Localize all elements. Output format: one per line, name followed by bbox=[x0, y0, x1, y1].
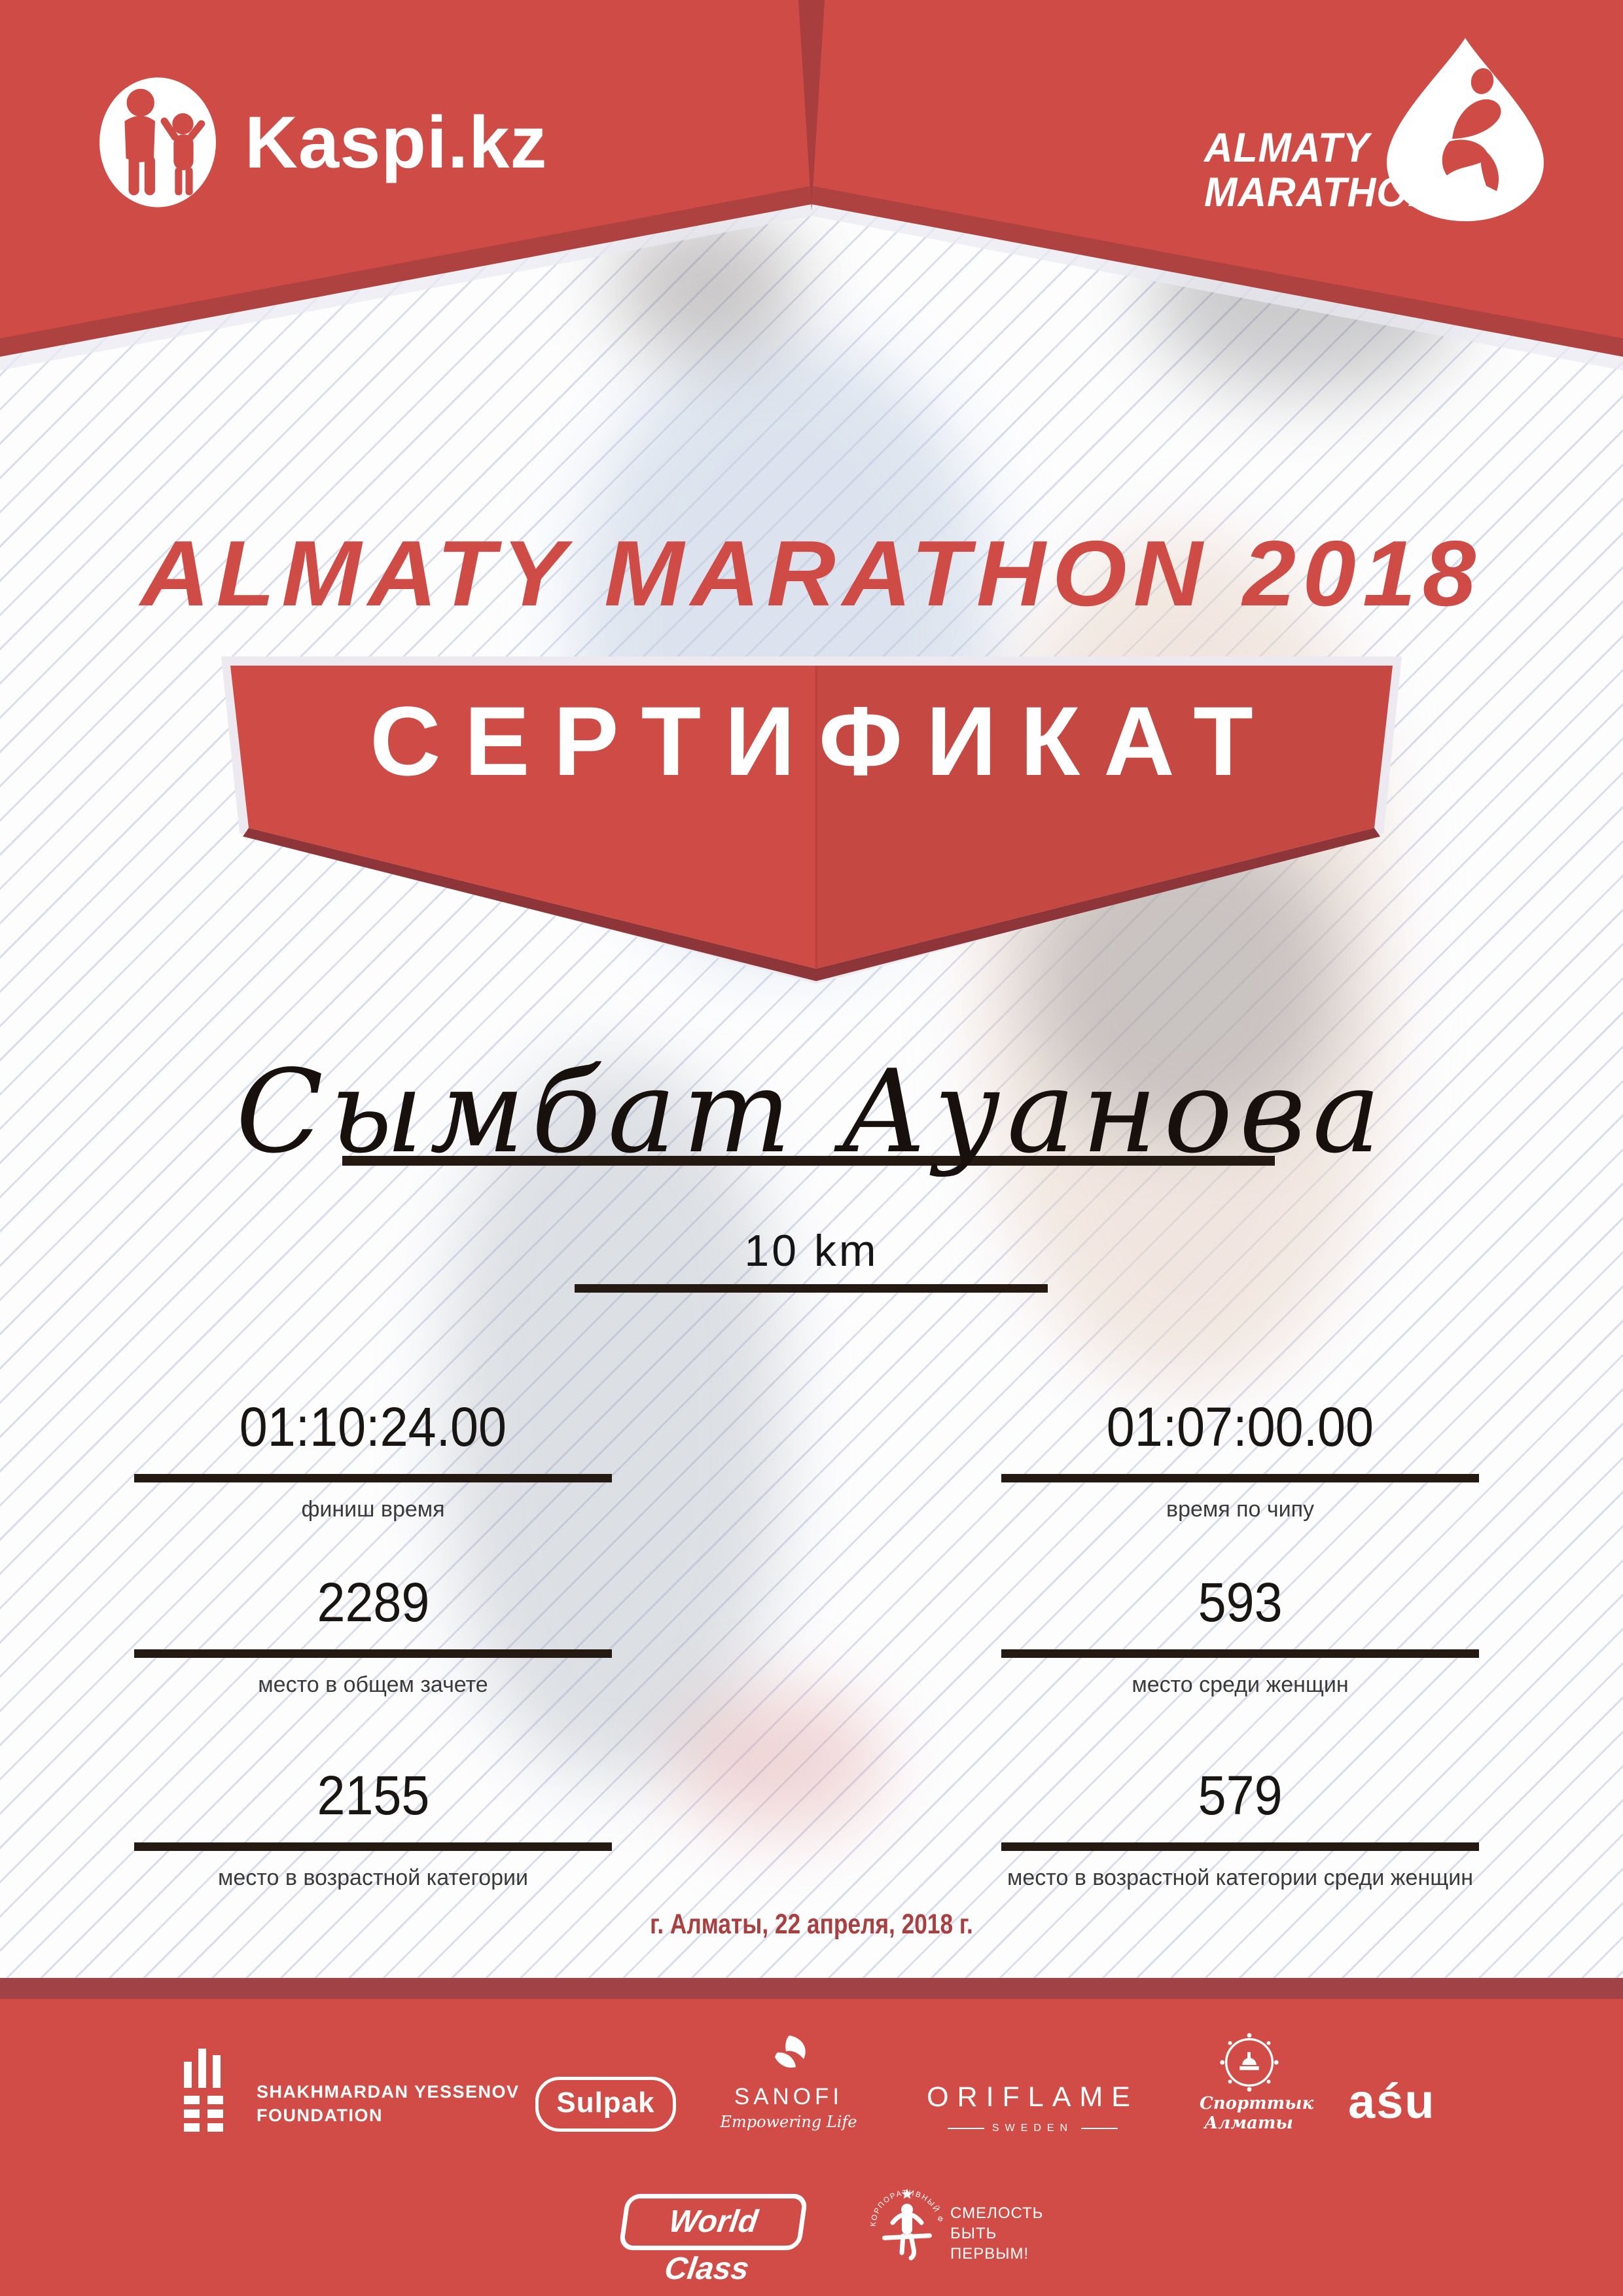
fund-slogan-line1: СМЕЛОСТЬ bbox=[950, 2204, 1044, 2222]
distance-value: 10 km bbox=[744, 1226, 879, 1276]
stat-women-place: 593 место среди женщин bbox=[946, 1575, 1535, 1698]
certificate-ribbon bbox=[221, 656, 1402, 984]
stat-value: 593 bbox=[1198, 1571, 1283, 1633]
stat-label: место в возрастной категории среди женщи… bbox=[1007, 1865, 1473, 1890]
sporttyk-line1: Спорттык bbox=[1200, 2094, 1314, 2113]
sporttyk-almaty-text: Спорттык Алматы bbox=[1200, 2094, 1314, 2134]
oriflame-country: SWEDEN bbox=[991, 2123, 1074, 2134]
kaspi-logo-text: Kaspi.kz bbox=[245, 101, 548, 183]
stat-underline bbox=[134, 1842, 612, 1851]
rule-right bbox=[1081, 2128, 1118, 2129]
stat-label: место в общем зачете bbox=[258, 1672, 488, 1697]
yessenov-line1: SHAKHMARDAN YESSENOV bbox=[257, 2082, 520, 2102]
certificate-heading: СЕРТИФИКАТ bbox=[370, 686, 1277, 796]
participant-name: Сымбат Ауанова bbox=[236, 1046, 1387, 1179]
stat-underline bbox=[1001, 1842, 1479, 1851]
yessenov-foundation-text: SHAKHMARDAN YESSENOV FOUNDATION bbox=[257, 2080, 520, 2128]
stat-age-women-place: 579 место в возрастной категории среди ж… bbox=[946, 1768, 1535, 1891]
stat-value: 2289 bbox=[317, 1571, 429, 1633]
yessenov-foundation-icon bbox=[184, 2049, 223, 2132]
oriflame-logo: ORIFLAME SWEDEN bbox=[921, 2081, 1144, 2134]
stat-chip-time: 01:07:00.00 время по чипу bbox=[946, 1399, 1535, 1522]
kaspi-people-icon bbox=[99, 77, 216, 207]
marathon-runner-icon bbox=[1387, 38, 1544, 221]
name-underline bbox=[342, 1156, 1275, 1166]
distance-underline bbox=[575, 1284, 1048, 1293]
stat-underline bbox=[134, 1474, 612, 1482]
oriflame-sweden-row: SWEDEN bbox=[921, 2123, 1144, 2134]
world-class-text: World Class bbox=[662, 2204, 760, 2286]
kaspi-logo: Kaspi.kz bbox=[98, 75, 547, 209]
stat-underline bbox=[134, 1649, 612, 1658]
rule-left bbox=[947, 2128, 984, 2129]
oriflame-name: ORIFLAME bbox=[927, 2081, 1139, 2113]
stat-overall-place: 2289 место в общем зачете bbox=[79, 1575, 668, 1698]
sanofi-tagline: Empowering Life bbox=[720, 2113, 857, 2131]
fund-slogan: СМЕЛОСТЬ БЫТЬ ПЕРВЫМ! bbox=[950, 2203, 1043, 2265]
stat-value: 579 bbox=[1198, 1765, 1283, 1826]
stat-age-place: 2155 место в возрастной категории bbox=[79, 1768, 668, 1891]
event-title: ALMATY MARATHON 2018 bbox=[140, 522, 1483, 626]
sporttyk-line2: Алматы bbox=[1204, 2113, 1293, 2133]
sanofi-logo-text: SANOFI bbox=[734, 2084, 844, 2109]
stat-underline bbox=[1001, 1649, 1479, 1658]
yessenov-line2: FOUNDATION bbox=[257, 2106, 383, 2126]
stat-label: время по чипу bbox=[1166, 1497, 1314, 1522]
stat-value: 01:10:24.00 bbox=[239, 1396, 507, 1458]
location-date: г. Алматы, 22 апреля, 2018 г. bbox=[650, 1909, 973, 1940]
header-banner bbox=[0, 0, 1623, 370]
photo-blob-shoe bbox=[674, 1689, 883, 1833]
stat-value: 2155 bbox=[317, 1765, 429, 1826]
sporttyk-almaty-emblem bbox=[1220, 2033, 1279, 2092]
stat-label: финиш время bbox=[301, 1497, 445, 1522]
fund-slogan-line3: ПЕРВЫМ! bbox=[950, 2245, 1029, 2263]
stat-label: место среди женщин bbox=[1132, 1672, 1349, 1697]
world-class-logo: World Class bbox=[618, 2194, 809, 2286]
marathon-logo-line1: ALMATY bbox=[1204, 125, 1370, 171]
stat-label: место в возрастной категории bbox=[218, 1865, 528, 1890]
footer-background bbox=[0, 1999, 1623, 2296]
sanofi-bird-icon bbox=[775, 2036, 806, 2068]
fund-slogan-line2: БЫТЬ bbox=[950, 2225, 997, 2243]
photo-blob-legs bbox=[445, 1060, 785, 1780]
stat-value: 01:07:00.00 bbox=[1106, 1396, 1374, 1458]
sulpak-logo: Sulpak bbox=[535, 2077, 676, 2132]
footer-accent-band bbox=[0, 1978, 1623, 1999]
stat-finish-time: 01:10:24.00 финиш время bbox=[79, 1399, 668, 1522]
stat-underline bbox=[1001, 1474, 1479, 1482]
fund-emblem: КОРПОРАТИВНЫЙ ФОНД bbox=[865, 2172, 943, 2261]
asu-logo: aśu bbox=[1348, 2074, 1436, 2128]
